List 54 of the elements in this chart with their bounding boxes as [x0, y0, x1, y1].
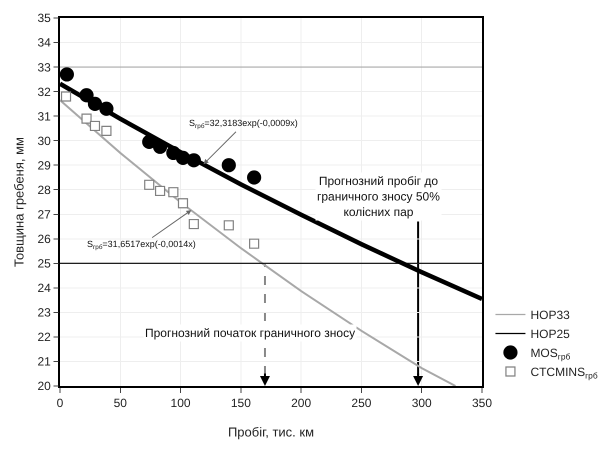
- legend-label: HOP25: [530, 327, 570, 342]
- y-tick-label: 32: [37, 84, 52, 99]
- point: [186, 153, 201, 168]
- y-tick-label: 31: [37, 109, 52, 124]
- point: [101, 126, 112, 136]
- point: [81, 113, 92, 124]
- annotation: S$_{грб}$=32,3183exp(-0,0009x): [189, 118, 298, 130]
- y-tick-label: 21: [37, 354, 52, 369]
- x-tick-label: 200: [291, 396, 312, 410]
- point: [224, 220, 234, 230]
- point: [60, 91, 72, 102]
- x-tick-label: 250: [351, 396, 372, 410]
- point: [247, 170, 262, 185]
- point: [142, 134, 156, 149]
- y-tick-label: 24: [37, 281, 52, 296]
- x-tick-label: 150: [230, 396, 252, 410]
- x-tick-label: 50: [114, 396, 128, 410]
- y-tick-label: 23: [37, 306, 52, 320]
- legend-label: CTCMINS$_{грб}$: [530, 365, 598, 381]
- y-tick-label: 20: [37, 379, 52, 394]
- point: [178, 198, 188, 208]
- point: [188, 218, 199, 230]
- x-tick-label: 0: [56, 396, 64, 410]
- x-axis-title: Пробіг, тис. км: [228, 424, 314, 440]
- point: [168, 187, 178, 198]
- legend-label: HOP33: [530, 308, 570, 322]
- point: [249, 238, 260, 249]
- point: [60, 67, 74, 82]
- point: [79, 88, 94, 102]
- point: [88, 96, 102, 111]
- y-tick-label: 29: [37, 158, 52, 172]
- point: [90, 120, 100, 132]
- y-tick-label: 30: [37, 134, 52, 148]
- annotation: Прогнозний початок граничного зносу: [145, 326, 356, 340]
- x-tick-label: 100: [170, 396, 191, 410]
- point: [222, 158, 236, 172]
- y-tick-label: 35: [37, 11, 52, 26]
- point: [144, 180, 154, 190]
- y-axis-title: Товщина гребеня, мм: [12, 136, 26, 267]
- y-tick-label: 33: [37, 60, 52, 74]
- annotation: S$_{грб}$=31,6517exp(-0,0014x): [87, 239, 196, 251]
- point: [99, 102, 114, 116]
- y-tick-label: 26: [37, 232, 52, 246]
- y-tick-label: 34: [37, 36, 52, 50]
- y-tick-label: 25: [37, 256, 52, 271]
- legend-label: MOS$_{грб}$: [530, 346, 570, 362]
- x-tick-label: 300: [412, 396, 432, 410]
- point: [154, 186, 166, 196]
- annotation: Прогнозний пробіг до граничного зносу 50% колісних пар: [317, 174, 440, 220]
- y-tick-label: 22: [37, 330, 52, 344]
- point: [152, 140, 168, 154]
- x-tick-label: 350: [472, 396, 492, 410]
- y-tick-label: 27: [37, 207, 52, 222]
- y-tick-label: 28: [37, 182, 52, 197]
